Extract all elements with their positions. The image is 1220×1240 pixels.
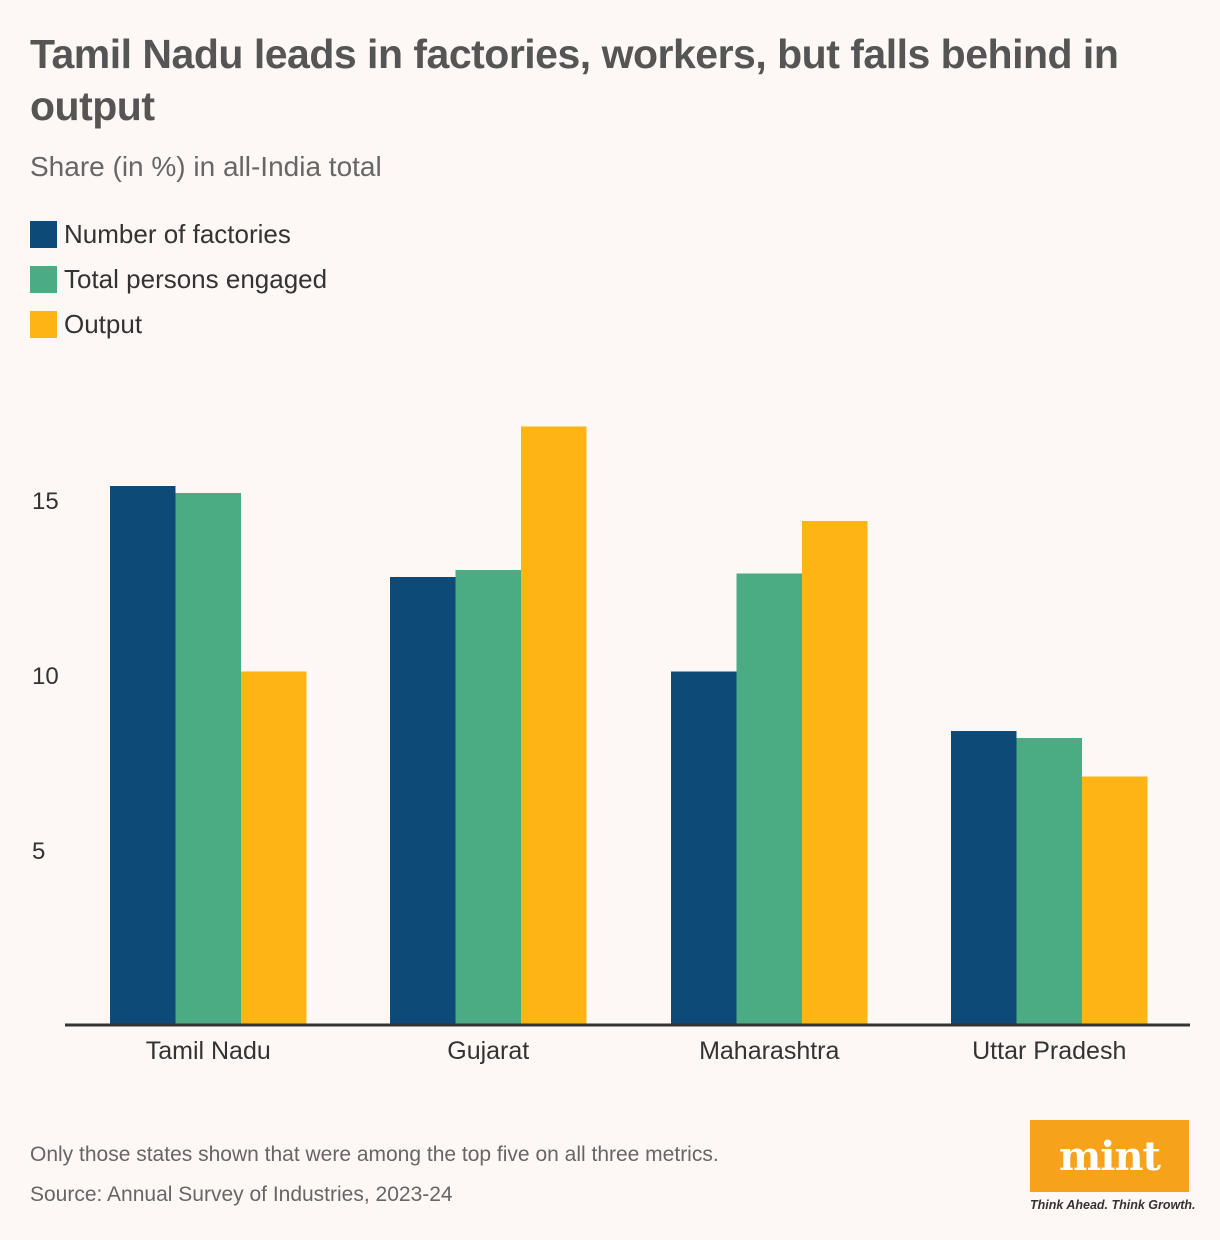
- logo-tagline: Think Ahead. Think Growth.: [1030, 1198, 1196, 1212]
- legend-swatch-persons: [30, 266, 57, 293]
- legend-label-output: Output: [64, 309, 143, 339]
- legend-item-output: Output: [30, 302, 327, 347]
- y-tick-label: 5: [32, 838, 45, 865]
- bar: [390, 577, 456, 1025]
- x-tick-label: Uttar Pradesh: [972, 1037, 1126, 1065]
- bar: [951, 731, 1017, 1025]
- x-tick-label: Gujarat: [447, 1037, 529, 1065]
- bar: [1016, 738, 1082, 1025]
- x-tick-label: Maharashtra: [699, 1037, 839, 1065]
- bar: [1082, 776, 1148, 1025]
- legend-label-factories: Number of factories: [64, 219, 291, 249]
- y-tick-label: 15: [32, 488, 59, 515]
- bar: [671, 671, 737, 1025]
- source-note: Source: Annual Survey of Industries, 202…: [30, 1183, 453, 1206]
- legend-item-persons: Total persons engaged: [30, 257, 327, 302]
- legend: Number of factories Total persons engage…: [30, 212, 327, 347]
- legend-swatch-factories: [30, 221, 57, 248]
- bar-chart: 5 10 15 Tamil Nadu Gujarat Maharashtra Uttar P…: [32, 426, 1190, 1065]
- bar: [175, 493, 241, 1025]
- bar: [802, 521, 868, 1025]
- bar: [241, 671, 307, 1025]
- footnote: Only those states shown that were among …: [30, 1143, 719, 1166]
- x-tick-label: Tamil Nadu: [146, 1037, 271, 1065]
- chart-title: Tamil Nadu leads in factories, workers, …: [30, 31, 1119, 129]
- y-tick-label: 10: [32, 663, 59, 690]
- chart-subtitle: Share (in %) in all-India total: [30, 151, 382, 182]
- legend-swatch-output: [30, 311, 57, 338]
- legend-item-factories: Number of factories: [30, 212, 327, 257]
- legend-label-persons: Total persons engaged: [64, 264, 328, 294]
- bar: [736, 573, 802, 1025]
- bar: [110, 486, 176, 1025]
- logo-text: mint: [1058, 1132, 1161, 1180]
- mint-logo: mint: [1030, 1120, 1189, 1192]
- bar: [455, 570, 521, 1025]
- bar: [521, 426, 587, 1025]
